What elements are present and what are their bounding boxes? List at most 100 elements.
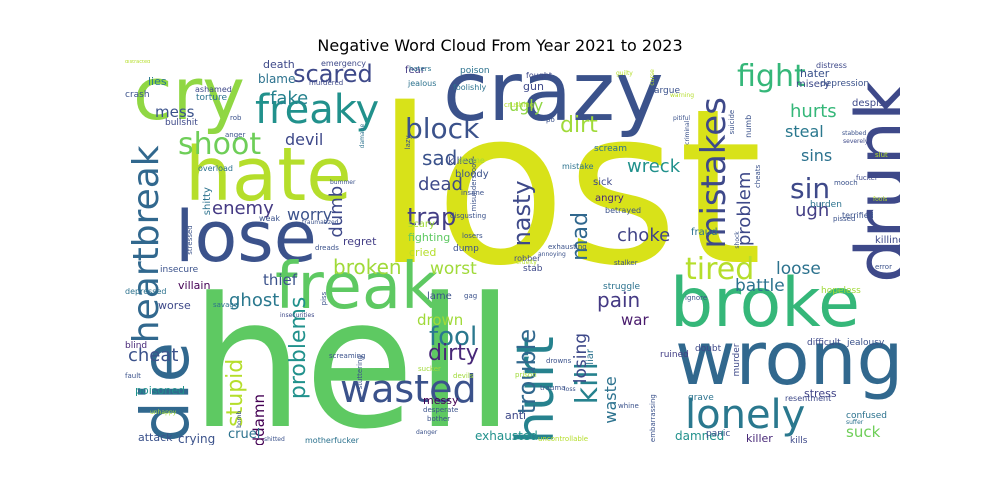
word-shock: shock — [734, 231, 741, 249]
word-blame: blame — [258, 72, 296, 86]
word-lame: lame — [427, 291, 452, 302]
word-hater: hater — [800, 67, 830, 80]
word-killing: killing — [875, 235, 900, 246]
word-cry: cry — [133, 60, 245, 136]
word-worse: worse — [158, 299, 191, 312]
word-damage: damage — [359, 123, 366, 149]
word-terrified: terrified — [842, 211, 874, 220]
word-drown: drown — [417, 311, 464, 329]
word-attack: attack — [138, 431, 173, 444]
word-ghost: ghost — [229, 290, 280, 311]
word-mistakes: mistakes — [694, 97, 734, 249]
word-confused: confused — [846, 411, 887, 421]
word-lazy: lazy — [404, 135, 412, 150]
word-kills: kills — [790, 436, 808, 446]
word-burden: burden — [810, 200, 842, 210]
word-gun: gun — [523, 80, 544, 93]
word-war: war — [621, 311, 649, 329]
word-freaky: freaky — [255, 87, 380, 133]
word-hell: hell — [190, 260, 515, 446]
word-dirty: dirty — [428, 341, 479, 366]
word-argue: argue — [654, 86, 681, 96]
word-fear: fear — [405, 65, 425, 76]
word-hate: hate — [185, 132, 352, 218]
word-anger: anger — [225, 131, 246, 139]
word-loose: loose — [776, 259, 821, 279]
word-scary: scary — [408, 219, 435, 230]
word-wrong: wrong — [675, 316, 900, 402]
word-poisoned: poisoned — [135, 384, 185, 397]
word-stabbed: stabbed — [842, 130, 867, 137]
word-difficult: difficult — [807, 338, 841, 348]
word-worry: worry — [287, 205, 333, 224]
word-gag: gag — [464, 292, 478, 300]
word-blind: blind — [125, 341, 148, 351]
word-cheat: cheat — [128, 345, 179, 366]
word-mess: mess — [155, 103, 195, 121]
word-doubt: doubt — [695, 344, 722, 354]
word-cried: cried — [409, 246, 437, 259]
word-annoying: annoying — [538, 251, 566, 258]
word-piss: piss — [320, 291, 328, 306]
word-severely: severely — [843, 138, 869, 145]
word-jealous: jealous — [408, 79, 437, 88]
word-devil: devil — [285, 130, 324, 149]
word-dump: dump — [453, 244, 479, 254]
word-stalker: stalker — [614, 259, 638, 267]
word-fool: fool — [429, 322, 478, 352]
word-lost: lost — [375, 62, 763, 313]
word-stressed: stressed — [186, 225, 194, 255]
word-ugly: ugly — [509, 96, 544, 115]
word-mooch: mooch — [834, 179, 858, 187]
word-lonely: lonely — [685, 392, 806, 438]
word-fools: fools — [873, 196, 888, 203]
word-torture: torture — [196, 93, 228, 103]
word-sick: sick — [593, 177, 613, 188]
word-killed: killed — [448, 156, 475, 167]
word-prison: prison — [515, 371, 537, 379]
word-savage: savage — [213, 301, 239, 309]
word-fought: fought — [526, 71, 553, 80]
word-guilty: guilty — [616, 70, 633, 77]
word-suffer: suffer — [846, 419, 864, 426]
word-exhausting: exhausting — [548, 243, 587, 251]
word-heartbreak: heartbreak — [126, 145, 167, 344]
word-broke: broke — [670, 264, 861, 343]
word-broken: broken — [333, 255, 402, 279]
word-shoot: shoot — [178, 127, 262, 162]
word-emergency: emergency — [321, 60, 366, 68]
word-shame: shame — [458, 156, 485, 165]
word-bullshit: bullshit — [165, 118, 198, 128]
word-fighting: fighting — [408, 231, 451, 244]
word-overload: overload — [198, 164, 233, 173]
word-stuttering: stuttering — [356, 355, 364, 390]
word-motherfucker: motherfucker — [305, 436, 359, 445]
word-whine: whine — [618, 402, 639, 410]
word-scared: scared — [293, 60, 373, 88]
word-jealousy: jealousy — [847, 338, 885, 348]
word-suck: suck — [846, 423, 881, 441]
word-pain: pain — [597, 288, 641, 312]
word-depression: depression — [820, 79, 870, 89]
word-worst: worst — [430, 259, 477, 279]
word-drowns: drowns — [546, 357, 572, 365]
word-embarrassing: embarrassing — [649, 394, 657, 443]
word-trauma: trauma — [540, 384, 566, 392]
word-wasted: wasted — [340, 367, 477, 411]
word-trap: trap — [407, 203, 457, 231]
word-haters: haters — [409, 65, 432, 73]
word-nasty: nasty — [508, 180, 536, 247]
word-crash: crash — [125, 90, 150, 100]
word-screaming: screaming — [329, 352, 366, 360]
word-rob: rob — [230, 114, 242, 122]
word-murdered: murdered — [309, 79, 344, 87]
word-devils: devils — [453, 372, 474, 380]
word-poison: poison — [460, 66, 490, 76]
chart-title: Negative Word Cloud From Year 2021 to 20… — [317, 36, 683, 55]
word-insane: insane — [461, 189, 485, 197]
word-fraud: fraud — [691, 227, 718, 238]
word-stress: stress — [804, 387, 837, 400]
word-despise: despise — [852, 98, 891, 109]
word-crying: crying — [178, 432, 216, 445]
word-anti: anti — [505, 409, 527, 422]
